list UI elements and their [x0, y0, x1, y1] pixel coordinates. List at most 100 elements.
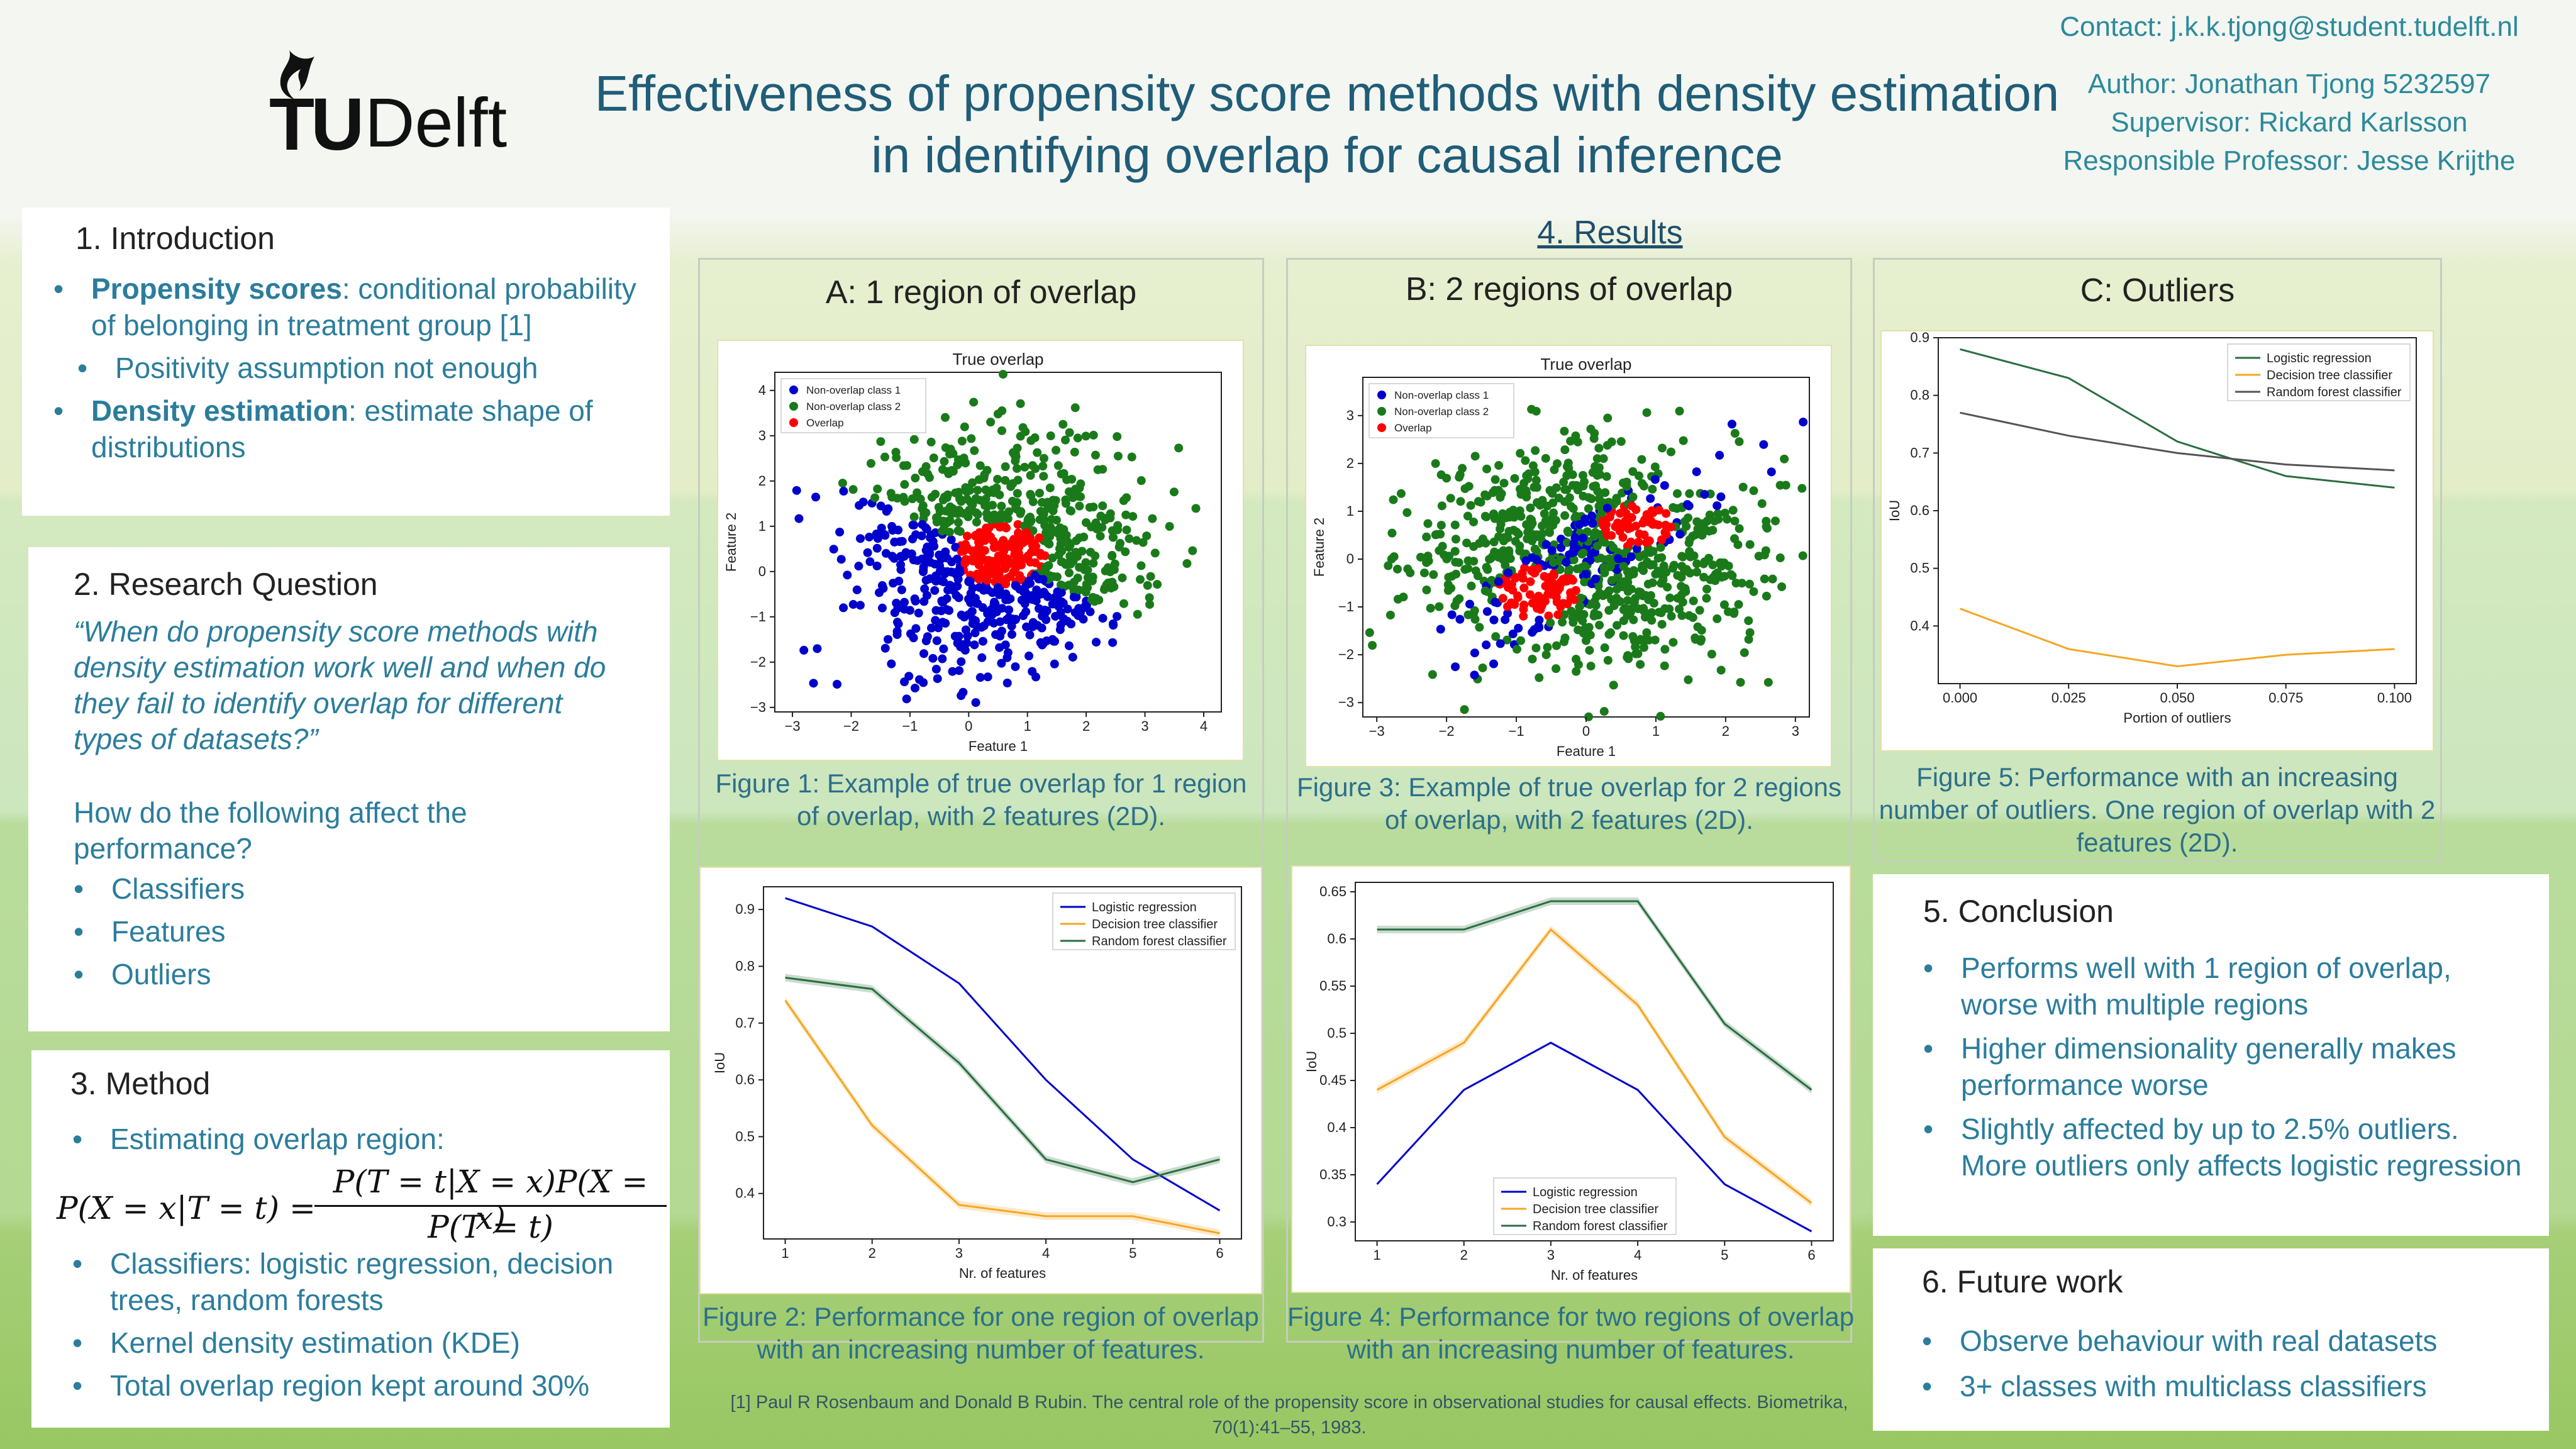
scatter-point	[1494, 461, 1504, 470]
scatter-point	[1098, 501, 1108, 511]
scatter-point	[1553, 610, 1563, 619]
scatter-point	[1063, 604, 1072, 614]
scatter-point	[1165, 522, 1174, 531]
scatter-point	[1531, 446, 1540, 455]
conclusion-panel: 5. Conclusion Performs well with 1 regio…	[1873, 874, 2549, 1236]
scatter-point	[1552, 597, 1562, 607]
scatter-point	[1678, 597, 1687, 607]
y-tick-label: 0.6	[1910, 502, 1929, 518]
scatter-point	[955, 666, 964, 675]
scatter-point	[1145, 600, 1155, 609]
scatter-point	[1482, 562, 1491, 572]
scatter-point	[1552, 664, 1561, 674]
scatter-point	[870, 493, 880, 502]
scatter-point	[1001, 462, 1010, 472]
y-tick-label: 0.45	[1319, 1072, 1346, 1088]
scatter-point	[1651, 569, 1660, 579]
scatter-point	[1578, 533, 1587, 543]
confidence-band	[1377, 897, 1812, 1094]
scatter-point	[1393, 594, 1402, 604]
y-tick-label: 0.3	[1327, 1214, 1346, 1230]
scatter-point	[1660, 645, 1670, 654]
scatter-point	[1122, 493, 1131, 502]
scatter-point	[1064, 487, 1074, 496]
scatter-point	[1416, 552, 1425, 562]
scatter-point	[876, 437, 886, 447]
scatter-point	[1548, 489, 1557, 498]
future-work-panel: 6. Future work Observe behaviour with re…	[1873, 1248, 2549, 1431]
scatter-point	[1013, 489, 1022, 498]
scatter-point	[1547, 546, 1557, 555]
scatter-point	[931, 616, 940, 625]
scatter-point	[874, 588, 884, 597]
scatter-point	[1620, 604, 1629, 613]
legend-label: Decision tree classifier	[2267, 369, 2392, 382]
scatter-point	[1692, 467, 1701, 477]
scatter-point	[896, 560, 906, 569]
scatter-point	[974, 557, 983, 566]
method-panel: 3. Method Estimating overlap region: P(X…	[31, 1050, 670, 1428]
x-tick-label: 5	[1721, 1247, 1728, 1263]
scatter-point	[1089, 430, 1098, 440]
legend-marker	[1377, 423, 1386, 432]
scatter-point	[856, 534, 865, 543]
scatter-point	[1581, 636, 1591, 645]
scatter-point	[1695, 606, 1704, 615]
scatter-point	[894, 525, 903, 535]
scatter-point	[1058, 419, 1068, 429]
scatter-point	[957, 657, 966, 667]
scatter-point	[1568, 548, 1577, 558]
scatter-point	[1052, 515, 1061, 525]
scatter-point	[1498, 594, 1507, 603]
scatter-point	[836, 555, 846, 564]
legend-label: Non-overlap class 1	[1394, 389, 1489, 401]
scatter-point	[1389, 495, 1398, 504]
scatter-point	[1089, 502, 1098, 512]
scatter-point	[1757, 499, 1767, 508]
scatter-point	[933, 674, 942, 684]
scatter-point	[1692, 559, 1702, 569]
scatter-point	[848, 485, 858, 494]
scatter-point	[1724, 607, 1733, 616]
y-tick-label: 0.6	[735, 1072, 755, 1087]
scatter-point	[1585, 555, 1595, 565]
scatter-point	[939, 644, 948, 653]
scatter-point	[1119, 599, 1128, 608]
scatter-point	[1442, 474, 1452, 483]
scatter-point	[973, 599, 982, 608]
scatter-point	[1026, 516, 1036, 525]
scatter-point	[1470, 648, 1479, 658]
formula-denominator: P(T = t)	[428, 1209, 553, 1245]
scatter-point	[1011, 564, 1021, 573]
author-text: Author: Jonathan Tjong 5232597	[2087, 69, 2491, 99]
y-tick-label: 0.7	[735, 1015, 755, 1031]
scatter-point	[1106, 513, 1115, 523]
scatter-point	[1619, 562, 1628, 571]
scatter-point	[1546, 618, 1555, 628]
scatter-point	[908, 494, 917, 504]
scatter-point	[960, 422, 969, 431]
scatter-point	[969, 397, 979, 407]
scatter-point	[1702, 594, 1711, 603]
scatter-point	[1532, 597, 1541, 606]
scatter-point	[1628, 492, 1638, 502]
scatter-point	[1437, 501, 1446, 511]
rq-item: Features	[74, 913, 626, 950]
scatter-point	[880, 643, 890, 653]
scatter-point	[1577, 550, 1587, 559]
scatter-point	[1040, 589, 1050, 599]
scatter-point	[1169, 487, 1179, 497]
scatter-point	[1174, 443, 1184, 453]
scatter-point	[1541, 540, 1551, 549]
scatter-point	[1606, 628, 1615, 638]
scatter-point	[1028, 595, 1037, 604]
scatter-point	[1121, 547, 1130, 557]
scatter-point	[1586, 425, 1596, 434]
supervisor-text: Supervisor: Rickard Karlsson	[2111, 107, 2468, 138]
scatter-point	[1648, 578, 1657, 587]
scatter-point	[1080, 601, 1090, 611]
scatter-point	[1510, 474, 1519, 483]
scatter-point	[975, 461, 985, 470]
scatter-point	[1738, 482, 1748, 492]
scatter-point	[953, 460, 962, 470]
